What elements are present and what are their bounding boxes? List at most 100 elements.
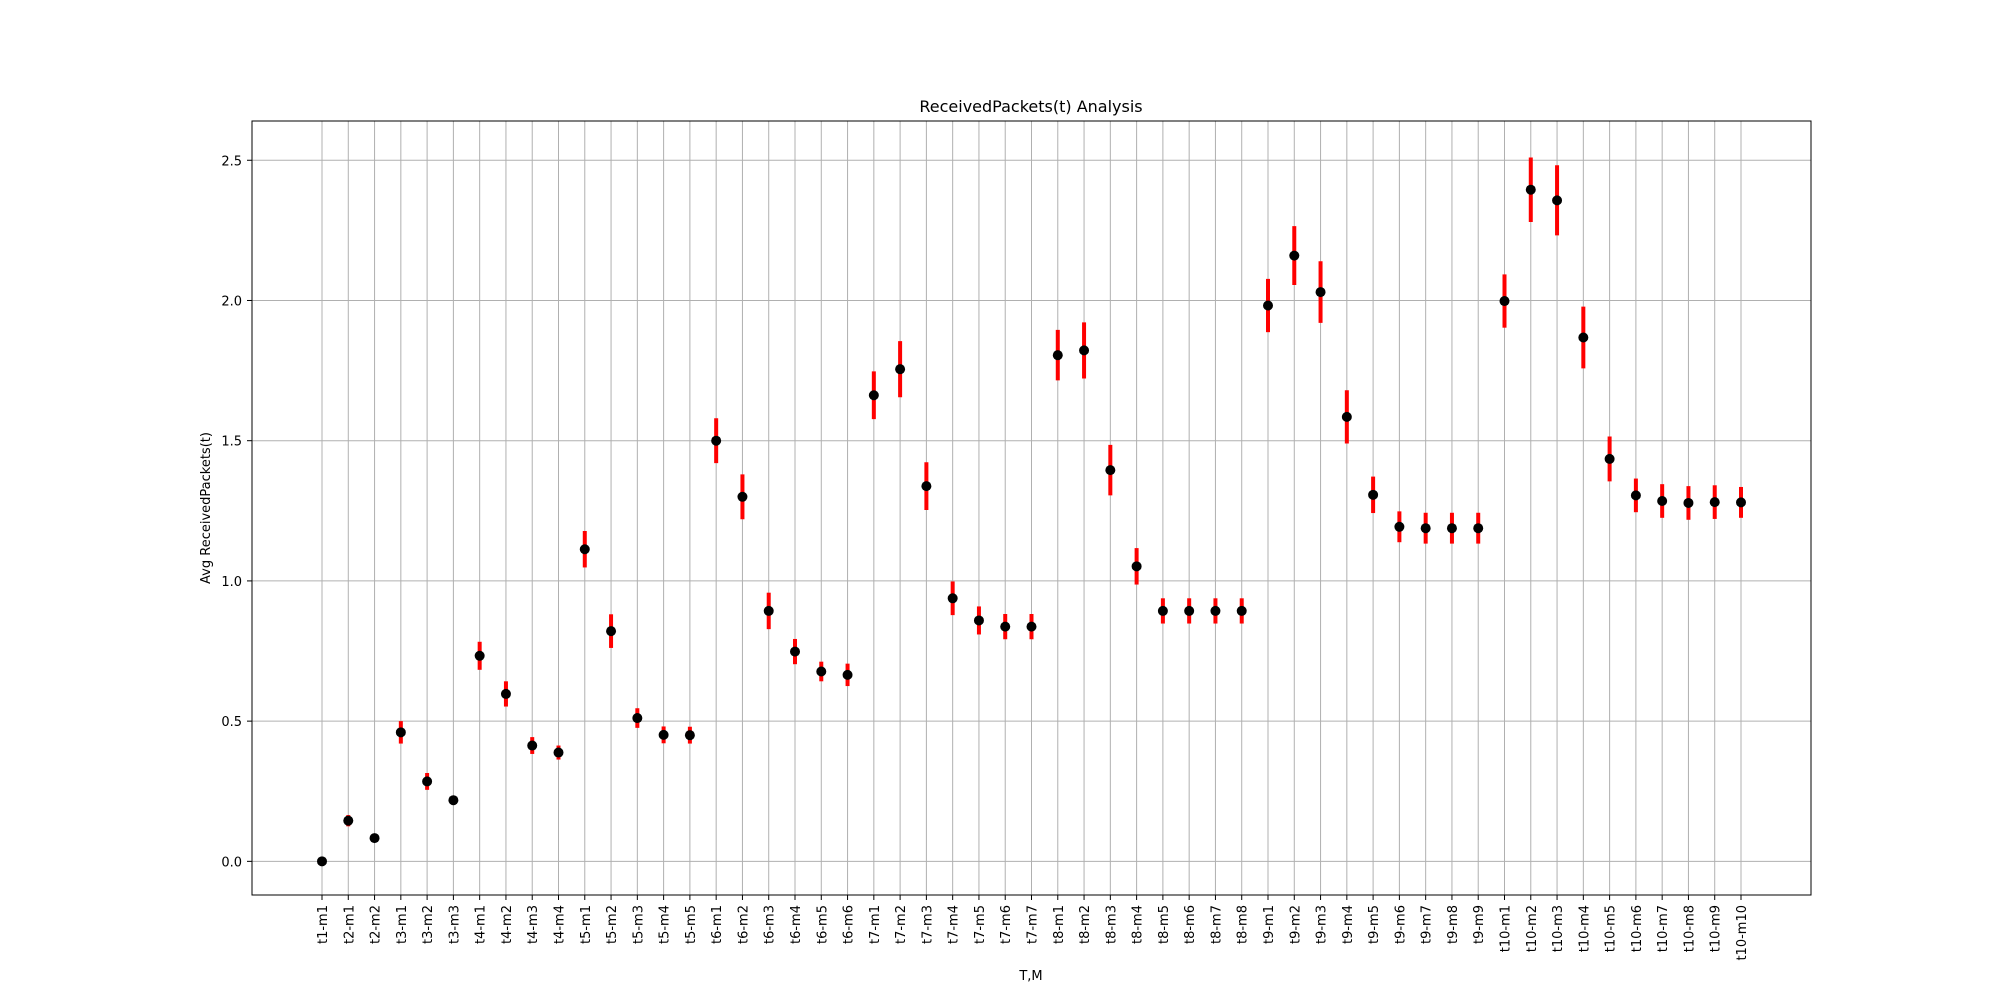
data-point xyxy=(868,390,879,401)
data-point xyxy=(895,364,906,375)
y-tick-label: 2.0 xyxy=(221,294,242,309)
data-point xyxy=(606,626,617,637)
x-tick-label: t4-m1 xyxy=(474,905,489,944)
data-point xyxy=(658,729,669,740)
x-tick-label: t8-m1 xyxy=(1052,905,1067,944)
data-point xyxy=(448,795,459,806)
data-point xyxy=(1289,250,1300,261)
data-point xyxy=(579,544,590,555)
data-points xyxy=(317,184,1746,867)
y-axis-label: Avg ReceivedPackets(t) xyxy=(199,432,214,584)
data-point xyxy=(1210,605,1221,616)
y-axis-ticks: 0.0 0.5 1.0 1.5 2.0 2.5 xyxy=(221,154,252,870)
x-tick-label: t2-m1 xyxy=(342,905,357,944)
x-tick-label: t7-m2 xyxy=(894,905,909,944)
data-point xyxy=(1341,411,1352,422)
x-tick-label: t4-m2 xyxy=(500,905,515,944)
y-tick-label: 1.0 xyxy=(221,575,242,590)
data-point xyxy=(1525,184,1536,195)
data-point xyxy=(1578,332,1589,343)
x-tick-label: t9-m5 xyxy=(1367,905,1382,944)
data-point xyxy=(422,776,433,787)
x-tick-label: t6-m5 xyxy=(815,905,830,944)
x-tick-label: t8-m6 xyxy=(1183,905,1198,944)
data-point xyxy=(1604,453,1615,464)
x-tick-label: t3-m2 xyxy=(421,905,436,944)
x-tick-label: t5-m5 xyxy=(684,905,699,944)
x-tick-label: t10-m3 xyxy=(1551,905,1566,952)
x-axis-ticks: t1-m1 t2-m1 t2-m2 t3-m1 t3-m2 t3-m3 t4-m1 t4-m2… xyxy=(316,895,1750,961)
data-point xyxy=(973,615,984,626)
x-tick-label: t8-m2 xyxy=(1078,905,1093,944)
data-point xyxy=(369,833,380,844)
data-point xyxy=(632,713,643,724)
data-point xyxy=(842,669,853,680)
x-tick-label: t3-m1 xyxy=(395,905,410,944)
x-tick-label: t9-m2 xyxy=(1288,905,1303,944)
data-point xyxy=(317,856,327,867)
x-tick-label: t5-m4 xyxy=(658,905,673,944)
data-point xyxy=(1000,621,1011,632)
data-point xyxy=(1709,497,1720,508)
data-point xyxy=(763,605,774,616)
x-tick-label: t7-m1 xyxy=(868,905,883,944)
data-point xyxy=(1131,561,1142,572)
x-tick-label: t4-m3 xyxy=(526,905,541,944)
data-point xyxy=(1263,300,1273,311)
x-tick-label: t10-m1 xyxy=(1499,905,1514,952)
data-point xyxy=(1105,465,1116,476)
grid-layer xyxy=(252,121,1811,895)
data-point xyxy=(1630,490,1641,501)
data-point xyxy=(1499,296,1510,307)
x-tick-label: t10-m9 xyxy=(1709,905,1724,952)
x-tick-label: t10-m5 xyxy=(1604,905,1619,952)
data-point xyxy=(1315,287,1326,298)
x-tick-label: t5-m2 xyxy=(605,905,620,944)
x-tick-label: t9-m8 xyxy=(1446,905,1461,944)
x-tick-label: t8-m5 xyxy=(1157,905,1172,944)
x-tick-label: t9-m3 xyxy=(1315,905,1330,944)
x-tick-label: t7-m4 xyxy=(947,905,962,944)
x-tick-label: t9-m7 xyxy=(1420,905,1435,944)
data-point xyxy=(1184,605,1195,616)
data-point xyxy=(947,593,958,604)
data-point xyxy=(816,666,827,677)
x-tick-label: t4-m4 xyxy=(553,905,568,944)
x-tick-label: t8-m7 xyxy=(1209,905,1224,944)
data-point xyxy=(474,650,485,661)
chart-title: ReceivedPackets(t) Analysis xyxy=(919,97,1142,116)
x-tick-label: t8-m3 xyxy=(1104,905,1119,944)
data-point xyxy=(1079,345,1090,356)
x-tick-label: t6-m6 xyxy=(842,905,857,944)
data-point xyxy=(1420,523,1431,534)
y-tick-label: 2.5 xyxy=(221,154,242,169)
x-tick-label: t10-m10 xyxy=(1735,905,1750,961)
x-tick-label: t10-m2 xyxy=(1525,905,1540,952)
x-tick-label: t6-m2 xyxy=(736,905,751,944)
x-tick-label: t5-m1 xyxy=(579,905,594,944)
x-tick-label: t10-m7 xyxy=(1656,905,1671,952)
x-axis-label: T,M xyxy=(1018,969,1042,984)
data-point xyxy=(1394,521,1405,532)
x-tick-label: t7-m5 xyxy=(973,905,988,944)
data-point xyxy=(553,747,564,758)
data-point xyxy=(921,481,932,492)
x-tick-label: t9-m6 xyxy=(1393,905,1408,944)
data-point xyxy=(1683,497,1694,508)
y-tick-label: 0.5 xyxy=(221,715,242,730)
x-tick-label: t6-m3 xyxy=(763,905,778,944)
x-tick-label: t10-m4 xyxy=(1577,905,1592,952)
error-bars xyxy=(346,157,1743,841)
x-tick-label: t3-m3 xyxy=(447,905,462,944)
y-tick-label: 1.5 xyxy=(221,435,242,450)
x-tick-label: t2-m2 xyxy=(369,905,384,944)
x-tick-label: t7-m7 xyxy=(1026,905,1041,944)
x-tick-label: t5-m3 xyxy=(631,905,646,944)
data-point xyxy=(1026,621,1037,632)
x-tick-label: t1-m1 xyxy=(316,905,331,944)
x-tick-label: t9-m1 xyxy=(1262,905,1277,944)
x-tick-label: t7-m6 xyxy=(999,905,1014,944)
x-tick-label: t6-m4 xyxy=(789,905,804,944)
